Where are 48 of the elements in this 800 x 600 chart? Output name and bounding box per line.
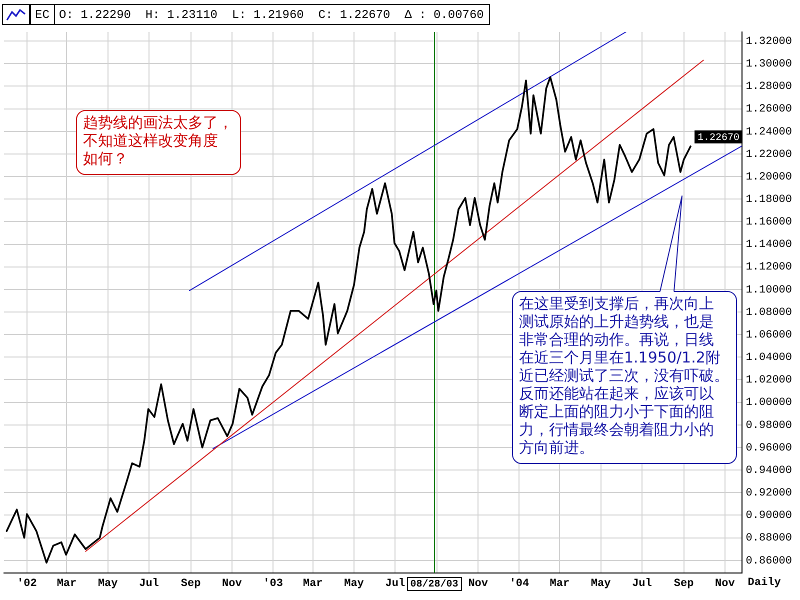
y-tick-label: 0.92000 [746, 488, 792, 500]
y-tick-label: 1.22000 [746, 148, 792, 161]
x-tick-label: Jul [139, 578, 160, 590]
x-tick-label: Jul [632, 578, 652, 590]
chart-title: EC [35, 8, 50, 22]
x-tick-label: May [344, 578, 364, 590]
y-tick-label: 1.04000 [746, 352, 792, 364]
y-tick-label: 0.98000 [746, 420, 792, 432]
chart-subtitle: O: 1.22290 H: 1.23110 L: 1.21960 C: 1.22670 Δ : 0.00760 [59, 8, 484, 22]
x-tick-label: Mar [56, 578, 77, 590]
x-tick-label: '03 [263, 578, 284, 590]
y-tick-label: 1.10000 [746, 284, 792, 296]
x-tick-label: '04 [509, 578, 530, 590]
x-tick-label: Sep [180, 578, 202, 590]
y-tick-label: 0.94000 [746, 464, 792, 477]
data-label: 1.22670 [698, 133, 740, 144]
x-tick-label: '02 [17, 578, 37, 590]
y-tick-label: 0.90000 [746, 510, 792, 522]
y-tick-label: 1.26000 [746, 104, 792, 116]
y-tick-label: 1.06000 [746, 329, 792, 342]
x-tick-label: May [590, 578, 612, 590]
x-tick-label: Mar [550, 578, 570, 590]
x-tick-label: Jul [385, 578, 406, 590]
x-tick-label: Nov [222, 578, 242, 590]
y-tick-label: 1.00000 [746, 397, 792, 410]
y-tick-label: 1.30000 [746, 58, 792, 71]
y-tick-label: 1.02000 [746, 374, 792, 387]
y-tick-label: 1.12000 [746, 262, 792, 274]
ref-line-label: 08/28/03 [410, 578, 458, 590]
x-tick-label: Mar [302, 578, 323, 590]
y-tick-label: 0.86000 [746, 555, 792, 568]
x-tick-label: May [98, 578, 118, 590]
y-tick-label: 1.32000 [746, 36, 792, 48]
y-tick-label: 0.88000 [746, 532, 792, 545]
y-tick-label: 0.96000 [746, 442, 792, 454]
y-tick-label: 1.08000 [746, 306, 792, 319]
y-tick-label: 1.24000 [746, 126, 792, 138]
y-tick-label: 1.16000 [746, 216, 792, 229]
text: 在这里受到支撑后，再次向上测试原始的上升趋势线，也是非常合理的动作。再说，日线在近三个月里在1.1950/1.2附近已经测试了三次，没有吓破。反而还能站在起来，应该可以断定上面的阻力小于下面的阻力，行情最终会朝着阻力小的方向前进。 [519, 294, 729, 456]
y-tick-label: 1.28000 [746, 81, 792, 94]
x-axis-title: Daily [748, 577, 782, 590]
y-tick-label: 1.14000 [746, 239, 792, 252]
x-tick-label: Nov [715, 578, 736, 590]
y-tick-label: 1.18000 [746, 194, 792, 206]
annotation: 趋势线的画法太多了，不知道这样改变角度如何？ [83, 113, 233, 168]
x-tick-label: Sep [674, 578, 694, 590]
y-tick-label: 1.20000 [746, 171, 792, 184]
x-tick-label: Nov [468, 578, 488, 590]
